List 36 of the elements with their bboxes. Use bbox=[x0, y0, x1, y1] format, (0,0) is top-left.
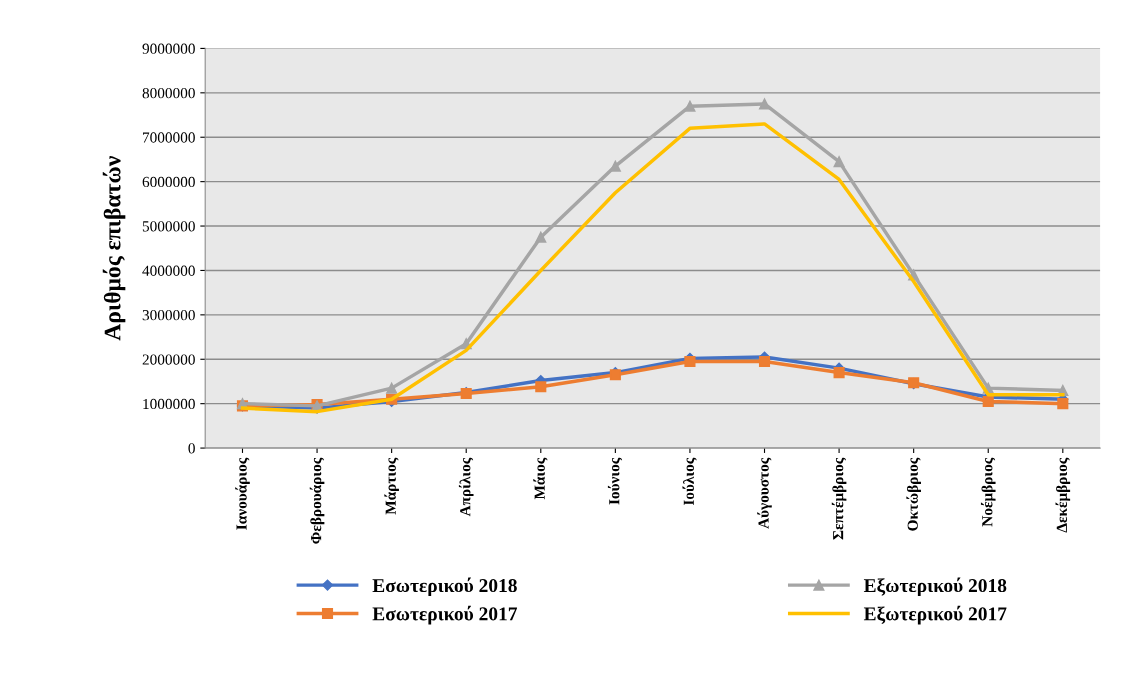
x-tick-label: Μάρτιος bbox=[384, 457, 399, 515]
y-tick-label: 0 bbox=[188, 443, 195, 454]
legend-label: Εξωτερικού 2017 bbox=[863, 605, 1007, 625]
x-tick-label: Ιούνιος bbox=[607, 457, 623, 505]
y-tick-label: 9000000 bbox=[142, 43, 195, 54]
legend-label: Εσωτερικού 2017 bbox=[372, 605, 518, 625]
point bbox=[833, 156, 845, 168]
x-tick-label: Μάιος bbox=[533, 457, 548, 500]
y-tick-label: 1000000 bbox=[143, 398, 195, 410]
legend-label: Εσωτερικού 2018 bbox=[372, 577, 517, 597]
point bbox=[535, 231, 547, 243]
y-tick-label: 7000000 bbox=[143, 132, 195, 143]
x-tick-label: Οκτώβριος bbox=[906, 457, 921, 531]
y-tick-label: 2000000 bbox=[142, 354, 195, 365]
point bbox=[1057, 398, 1069, 410]
point bbox=[386, 382, 398, 394]
x-tick-label: Δεκέμβριος bbox=[1055, 457, 1071, 533]
y-tick-label: 8000000 bbox=[142, 87, 195, 99]
y-tick-label: 4000000 bbox=[142, 265, 195, 276]
x-tick-label: Αύγουστος bbox=[757, 457, 772, 529]
x-tick-label: Σεπτέμβριος bbox=[831, 457, 847, 540]
x-tick-label: Ιούλιος bbox=[682, 457, 697, 506]
point bbox=[684, 100, 696, 112]
y-axis-title: Αριθμός επιβατών bbox=[102, 156, 126, 341]
point bbox=[982, 395, 994, 408]
legend-label: Εξωτερικού 2018 bbox=[863, 577, 1007, 597]
y-tick-label: 6000000 bbox=[142, 176, 195, 188]
x-tick-label: Ιανουάριος bbox=[235, 457, 250, 530]
point bbox=[758, 355, 771, 368]
y-tick-label: 3000000 bbox=[142, 310, 195, 321]
point bbox=[535, 381, 547, 393]
x-tick-label: Νοέμβριος bbox=[980, 457, 996, 527]
point bbox=[833, 367, 845, 379]
y-tick-label: 5000000 bbox=[142, 221, 195, 232]
x-tick-label: Απρίλιος bbox=[458, 457, 474, 517]
x-tick-label: Φεβρουάριος bbox=[309, 457, 325, 544]
